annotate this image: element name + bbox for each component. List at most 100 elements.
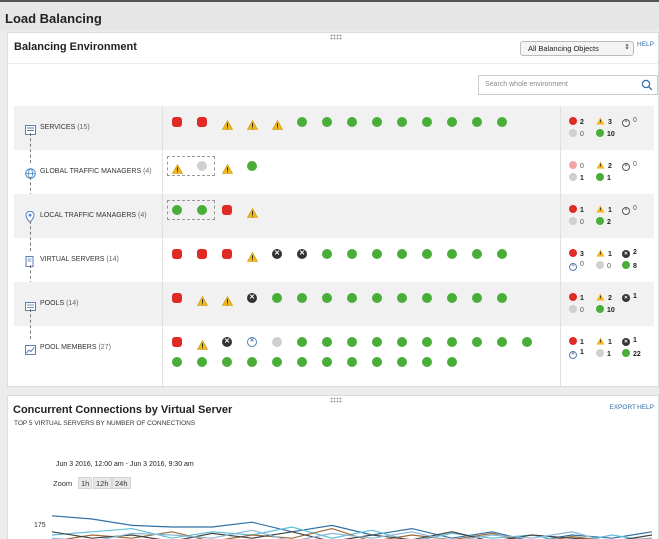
summary-warn[interactable]: 1 — [596, 205, 612, 214]
status-dot-green[interactable] — [497, 249, 507, 259]
series-line-2[interactable] — [52, 526, 652, 539]
series-line-5[interactable] — [52, 529, 652, 539]
status-dot-red[interactable] — [172, 249, 182, 259]
zoom-1h-button[interactable]: 1h — [78, 477, 93, 489]
status-dot-green[interactable] — [297, 117, 307, 127]
summary-x[interactable]: ✕ 0 — [622, 205, 637, 215]
help-link[interactable]: HELP — [637, 404, 654, 411]
status-dot-green[interactable] — [322, 357, 332, 367]
status-dot-green[interactable] — [422, 357, 432, 367]
summary-xf[interactable]: ✕ 1 — [622, 337, 637, 346]
summary-warn[interactable]: 1 — [596, 337, 612, 346]
status-dot-green[interactable] — [297, 337, 307, 347]
status-dot-green[interactable] — [497, 293, 507, 303]
status-dot-red[interactable] — [222, 205, 232, 215]
summary-green[interactable]: 10 — [596, 305, 615, 314]
status-dot-green[interactable] — [272, 357, 282, 367]
summary-xf[interactable]: ✕ 2 — [622, 249, 637, 258]
summary-green[interactable]: 2 — [596, 217, 611, 226]
row-label[interactable]: VIRTUAL SERVERS (14) — [40, 256, 119, 263]
status-dot-green[interactable] — [397, 293, 407, 303]
series-line-4[interactable] — [52, 531, 652, 539]
summary-red[interactable]: 2 — [569, 117, 584, 126]
status-dot-green[interactable] — [347, 357, 357, 367]
summary-x[interactable]: ✕ 0 — [622, 161, 637, 171]
status-dot-green[interactable] — [422, 293, 432, 303]
summary-red[interactable]: 1 — [569, 337, 584, 346]
status-dot-xblue[interactable]: ✕ — [247, 337, 257, 347]
summary-pink[interactable]: 0 — [569, 161, 584, 170]
status-dot-grey[interactable] — [197, 161, 207, 171]
status-dot-x[interactable]: ✕ — [272, 249, 282, 259]
status-dot-x[interactable]: ✕ — [297, 249, 307, 259]
status-dot-green[interactable] — [197, 205, 207, 215]
summary-warn[interactable]: 3 — [596, 117, 612, 126]
status-dot-green[interactable] — [322, 117, 332, 127]
summary-warn[interactable]: 2 — [596, 293, 612, 302]
zoom-24h-button[interactable]: 24h — [112, 477, 131, 489]
table-row[interactable]: SERVICES (15) 2 3 ✕ 0 0 10 — [14, 106, 654, 163]
status-dot-green[interactable] — [447, 357, 457, 367]
status-dot-green[interactable] — [422, 249, 432, 259]
status-dot-green[interactable] — [422, 117, 432, 127]
summary-xb[interactable]: ✕ 0 — [569, 261, 584, 271]
status-dot-green[interactable] — [472, 293, 482, 303]
status-dot-warn[interactable] — [196, 337, 209, 350]
summary-xb[interactable]: ✕ 1 — [569, 349, 584, 359]
status-dot-green[interactable] — [372, 249, 382, 259]
row-label[interactable]: GLOBAL TRAFFIC MANAGERS (4) — [40, 168, 152, 175]
status-dot-green[interactable] — [522, 337, 532, 347]
drag-handle[interactable] — [330, 34, 342, 40]
status-dot-green[interactable] — [372, 117, 382, 127]
table-row[interactable]: POOLS (14) ✕ 1 2 ✕ 1 0 10 — [14, 282, 654, 339]
status-dot-x[interactable]: ✕ — [247, 293, 257, 303]
status-dot-green[interactable] — [372, 293, 382, 303]
objects-filter-select[interactable]: All Balancing Objects ⇕ — [520, 41, 634, 56]
status-dot-warn[interactable] — [246, 205, 259, 218]
drag-handle[interactable] — [330, 397, 342, 403]
row-label[interactable]: LOCAL TRAFFIC MANAGERS (4) — [40, 212, 147, 219]
status-dot-green[interactable] — [247, 161, 257, 171]
summary-red[interactable]: 3 — [569, 249, 584, 258]
status-dot-green[interactable] — [347, 337, 357, 347]
status-dot-green[interactable] — [347, 249, 357, 259]
summary-grey[interactable]: 1 — [596, 349, 611, 358]
status-dot-red[interactable] — [222, 249, 232, 259]
status-dot-green[interactable] — [422, 337, 432, 347]
summary-red[interactable]: 1 — [569, 293, 584, 302]
summary-warn[interactable]: 1 — [596, 249, 612, 258]
status-dot-green[interactable] — [397, 357, 407, 367]
status-dot-green[interactable] — [372, 357, 382, 367]
status-dot-green[interactable] — [272, 293, 282, 303]
row-label[interactable]: POOL MEMBERS (27) — [40, 344, 111, 351]
status-dot-green[interactable] — [322, 249, 332, 259]
status-dot-grey[interactable] — [272, 337, 282, 347]
table-row[interactable]: GLOBAL TRAFFIC MANAGERS (4) 0 2 ✕ 0 1 1 — [14, 150, 654, 207]
summary-grey[interactable]: 0 — [596, 261, 611, 270]
status-dot-red[interactable] — [172, 293, 182, 303]
status-dot-green[interactable] — [447, 117, 457, 127]
summary-warn[interactable]: 2 — [596, 161, 612, 170]
status-dot-green[interactable] — [447, 337, 457, 347]
status-dot-green[interactable] — [197, 357, 207, 367]
status-dot-green[interactable] — [497, 117, 507, 127]
status-dot-green[interactable] — [472, 249, 482, 259]
status-dot-green[interactable] — [472, 117, 482, 127]
summary-x[interactable]: ✕ 0 — [622, 117, 637, 127]
status-dot-green[interactable] — [247, 357, 257, 367]
status-dot-red[interactable] — [172, 117, 182, 127]
status-dot-green[interactable] — [397, 117, 407, 127]
status-dot-x[interactable]: ✕ — [222, 337, 232, 347]
status-dot-green[interactable] — [322, 293, 332, 303]
status-dot-red[interactable] — [197, 249, 207, 259]
status-dot-warn[interactable] — [271, 117, 284, 130]
series-line-1[interactable] — [52, 515, 652, 539]
series-line-3[interactable] — [52, 527, 652, 539]
summary-grey[interactable]: 1 — [569, 173, 584, 182]
status-dot-green[interactable] — [447, 249, 457, 259]
status-dot-warn[interactable] — [171, 161, 184, 174]
status-dot-green[interactable] — [497, 337, 507, 347]
search-input[interactable]: Search whole environment — [478, 75, 658, 95]
status-dot-red[interactable] — [172, 337, 182, 347]
status-dot-warn[interactable] — [196, 293, 209, 306]
